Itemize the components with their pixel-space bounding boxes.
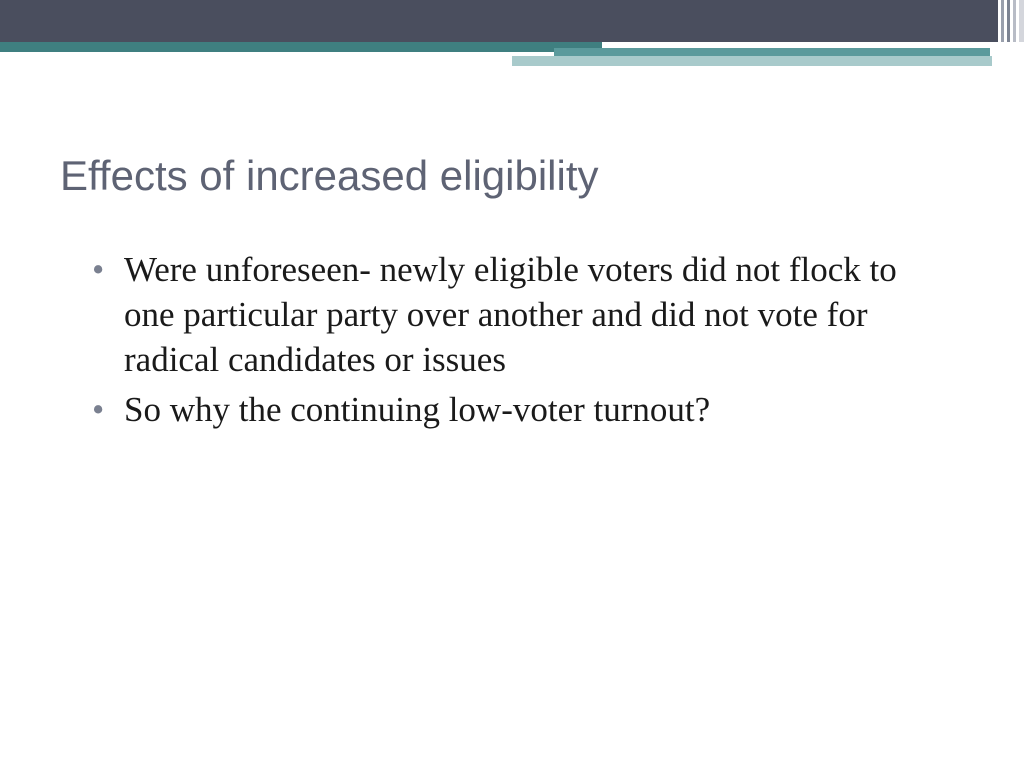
slide-title: Effects of increased eligibility bbox=[60, 152, 599, 200]
accent-stripe-light bbox=[512, 56, 992, 66]
header-edge-decoration bbox=[992, 0, 1024, 42]
accent-stripe-mid bbox=[554, 48, 990, 56]
header-band bbox=[0, 0, 1024, 42]
bullet-point: Were unforeseen- newly eligible voters d… bbox=[92, 248, 952, 382]
accent-stripe-dark bbox=[0, 42, 602, 52]
bullet-text: Were unforeseen- newly eligible voters d… bbox=[124, 250, 897, 379]
bullet-text: So why the continuing low-voter turnout? bbox=[124, 390, 710, 429]
slide-body: Were unforeseen- newly eligible voters d… bbox=[92, 248, 952, 439]
bullet-point: So why the continuing low-voter turnout? bbox=[92, 388, 952, 433]
